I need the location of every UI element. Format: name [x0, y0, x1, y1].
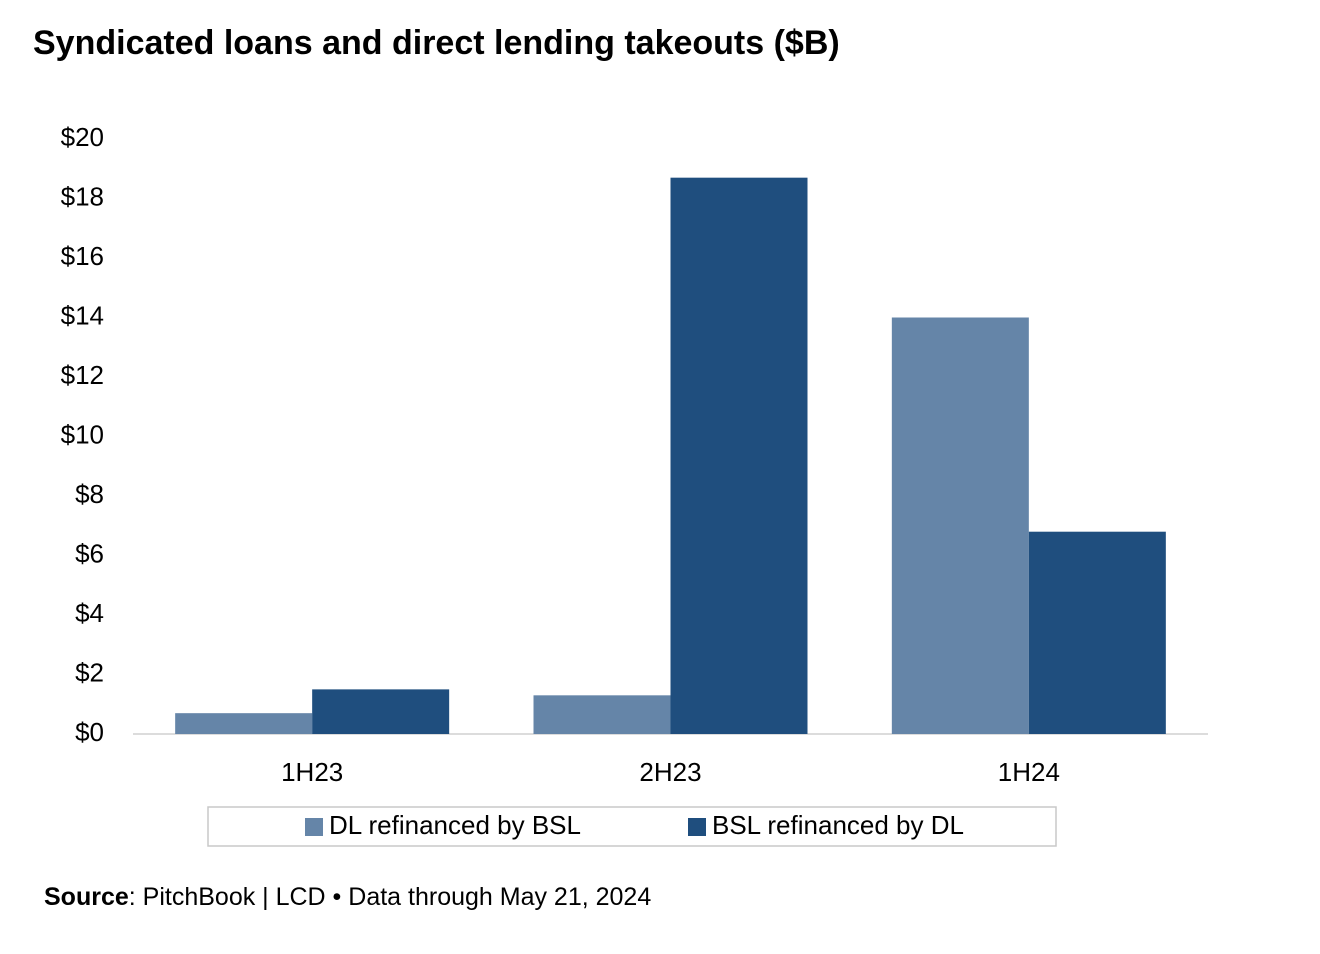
bar	[1028, 531, 1166, 734]
bar	[175, 713, 313, 734]
x-tick-label: 1H24	[998, 757, 1060, 787]
y-tick-label: $0	[75, 717, 104, 747]
y-tick-label: $12	[61, 360, 104, 390]
source-label: Source	[44, 883, 129, 911]
y-tick-label: $16	[61, 241, 104, 271]
legend-label: BSL refinanced by DL	[712, 810, 964, 840]
y-tick-label: $14	[61, 300, 104, 330]
source-text: : PitchBook | LCD • Data through May 21,…	[129, 883, 652, 911]
y-tick-label: $8	[75, 479, 104, 509]
legend-label: DL refinanced by BSL	[329, 810, 581, 840]
source: Source: PitchBook | LCD • Data through M…	[44, 883, 651, 911]
y-tick-label: $4	[75, 598, 104, 628]
legend-box	[207, 806, 1057, 847]
legend-swatch	[305, 818, 323, 836]
x-tick-label: 1H23	[281, 757, 343, 787]
bar	[670, 177, 808, 735]
legend-swatch	[688, 818, 706, 836]
bar	[312, 689, 450, 734]
x-tick-label: 2H23	[639, 757, 701, 787]
chart-title: Syndicated loans and direct lending take…	[33, 24, 840, 62]
y-tick-label: $2	[75, 657, 104, 687]
bar	[891, 317, 1029, 734]
y-tick-label: $18	[61, 181, 104, 211]
bar	[533, 695, 671, 734]
y-tick-label: $20	[61, 122, 104, 152]
y-tick-label: $10	[61, 419, 104, 449]
y-tick-label: $6	[75, 538, 104, 568]
